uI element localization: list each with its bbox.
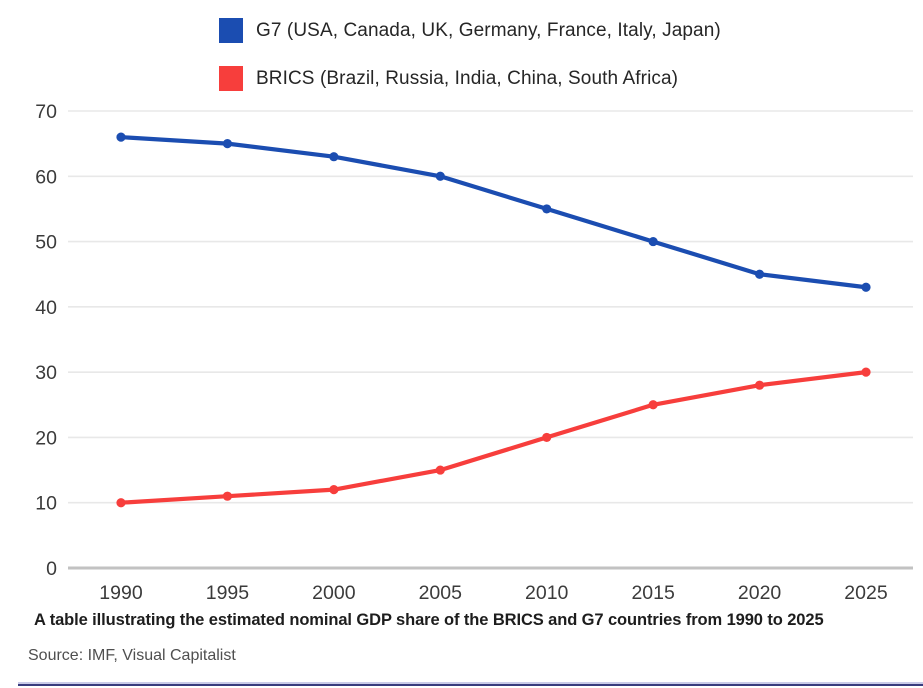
x-tick-label: 2020 [738, 582, 782, 604]
g7-data-point [648, 236, 658, 247]
g7-data-point [435, 171, 445, 181]
brics-data-point [222, 491, 233, 501]
brics-line-series [118, 370, 869, 505]
x-tick-label: 2010 [525, 582, 569, 604]
bottom-border-rule [18, 682, 923, 686]
g7-line-series [118, 135, 869, 290]
source-attribution: Source: IMF, Visual Capitalist [28, 647, 236, 664]
legend-item-brics: BRICS (Brazil, Russia, India, China, Sou… [219, 66, 721, 91]
y-tick-label: 10 [35, 493, 57, 515]
g7-data-point [329, 152, 339, 162]
x-tick-label: 2015 [631, 582, 675, 604]
line-chart: 0 10 20 30 40 50 60 70 1990 1995 2000 2005 2010 2015 2… [35, 101, 913, 604]
y-tick-label: 50 [35, 232, 57, 254]
brics-data-point [435, 465, 445, 475]
legend: G7 (USA, Canada, UK, Germany, France, It… [219, 18, 721, 91]
y-tick-label: 40 [35, 297, 57, 319]
brics-data-point [648, 400, 658, 410]
x-tick-label: 2000 [312, 582, 356, 604]
x-tick-label: 1990 [99, 582, 143, 604]
x-tick-label: 1995 [206, 582, 250, 604]
brics-data-point [754, 380, 765, 390]
y-tick-label: 70 [35, 101, 57, 123]
g7-color-swatch [219, 18, 243, 43]
x-tick-label: 2025 [844, 582, 888, 604]
x-tick-label: 2005 [419, 582, 463, 604]
g7-data-point [754, 269, 765, 279]
brics-data-point [861, 367, 871, 377]
bottom-border-dark-line [18, 683, 923, 686]
bottom-border-light-line [18, 682, 923, 684]
y-tick-label: 60 [35, 166, 57, 188]
y-tick-label: 0 [46, 558, 57, 580]
brics-legend-label: BRICS (Brazil, Russia, India, China, Sou… [256, 67, 679, 89]
g7-data-point [542, 204, 552, 214]
legend-item-g7: G7 (USA, Canada, UK, Germany, France, It… [219, 18, 721, 43]
brics-data-point [542, 432, 552, 443]
g7-data-point [861, 282, 871, 292]
brics-data-point [116, 498, 126, 508]
chart-caption: A table illustrating the estimated nomin… [34, 611, 824, 629]
g7-legend-label: G7 (USA, Canada, UK, Germany, France, It… [256, 19, 721, 41]
y-tick-label: 30 [35, 362, 57, 384]
brics-color-swatch [219, 66, 243, 91]
y-tick-label: 20 [35, 427, 57, 449]
g7-data-point [222, 139, 233, 149]
brics-data-point [329, 485, 339, 495]
g7-data-point [116, 132, 126, 142]
